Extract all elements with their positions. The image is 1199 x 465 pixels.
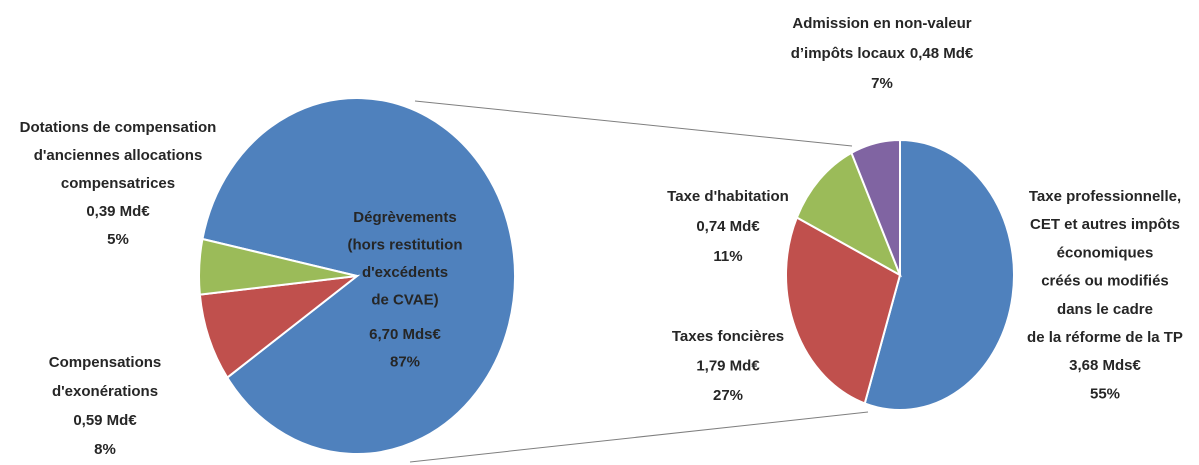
category-label: compensatrices bbox=[61, 175, 175, 192]
category-label: d'exonérations bbox=[52, 383, 158, 400]
amount-label: 0,59 Md€ bbox=[73, 412, 137, 429]
value-label: 27% bbox=[713, 387, 743, 404]
value-label: 87% bbox=[390, 353, 420, 370]
pie-slice bbox=[795, 151, 902, 278]
amount-label: 0,39 Md€ bbox=[86, 203, 150, 220]
category-label: d’impôts locaux bbox=[791, 45, 906, 62]
connector-line bbox=[414, 100, 853, 147]
category-label: CET et autres impôts bbox=[1030, 216, 1180, 233]
amount-label: 0,74 Md€ bbox=[696, 218, 760, 235]
pie-slice bbox=[785, 216, 902, 405]
value-label: 7% bbox=[871, 75, 893, 92]
value-label: 55% bbox=[1090, 385, 1120, 402]
category-label: économiques bbox=[1057, 244, 1154, 261]
category-label: de la réforme de la TP bbox=[1027, 329, 1183, 346]
pie-slice bbox=[201, 97, 516, 455]
pie-slice bbox=[863, 138, 1015, 411]
pie-slice bbox=[198, 237, 358, 296]
connector-line bbox=[409, 411, 869, 463]
value-label: 11% bbox=[713, 248, 742, 265]
amount-label: 6,70 Mds€ bbox=[369, 326, 441, 343]
category-label: de CVAE) bbox=[371, 291, 438, 308]
amount-label: 0,48 Md€ bbox=[910, 45, 974, 62]
amount-label: 1,79 Md€ bbox=[696, 357, 760, 374]
pie-slice bbox=[850, 138, 901, 276]
value-label: 5% bbox=[107, 231, 129, 248]
category-label: Admission en non-valeur bbox=[792, 15, 971, 32]
category-label: d'anciennes allocations bbox=[34, 147, 203, 164]
category-label: Compensations bbox=[49, 354, 162, 371]
category-label: Dotations de compensation bbox=[20, 119, 217, 136]
category-label: Taxes foncières bbox=[672, 328, 784, 345]
pie-slice bbox=[198, 274, 361, 380]
category-label: créés ou modifiés bbox=[1041, 273, 1169, 290]
category-label: Taxe professionnelle, bbox=[1029, 188, 1181, 205]
slice-label: d’impôts locaux 0,48 Md€ bbox=[791, 45, 974, 62]
category-label: (hors restitution bbox=[348, 236, 463, 253]
category-label: d'excédents bbox=[362, 264, 448, 281]
value-label: 8% bbox=[94, 441, 116, 458]
category-label: Taxe d'habitation bbox=[667, 188, 789, 205]
category-label: Dégrèvements bbox=[353, 209, 456, 226]
category-label: dans le cadre bbox=[1057, 301, 1153, 318]
amount-label: 3,68 Mds€ bbox=[1069, 357, 1141, 374]
